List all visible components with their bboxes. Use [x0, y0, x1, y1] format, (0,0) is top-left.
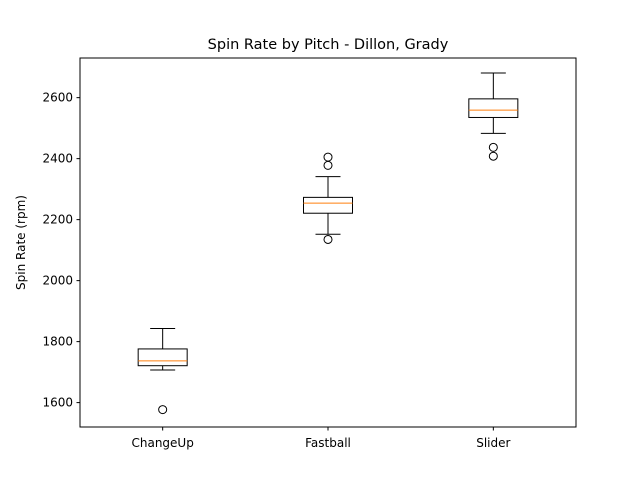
box-iqr: [137, 348, 188, 367]
flier-point: [158, 405, 168, 415]
box-iqr: [303, 196, 353, 214]
plot-area: 1600 1800 2000 2200 2400 2600 ChangeUp Fastball…: [42, 72, 519, 450]
y-tick-label: 2000: [42, 274, 73, 288]
x-tick-label: ChangeUp: [131, 436, 193, 450]
flier-point: [323, 234, 333, 244]
y-tick-label: 1800: [42, 335, 73, 349]
flier-point: [323, 152, 333, 162]
y-tick-label: 1600: [42, 396, 73, 410]
chart-title: Spin Rate by Pitch - Dillon, Grady: [208, 37, 449, 53]
flier-point: [488, 142, 498, 152]
box-iqr: [468, 98, 519, 118]
x-tick-label: Fastball: [305, 436, 351, 450]
flier-point: [323, 160, 333, 170]
x-tick-label: Slider: [476, 436, 510, 450]
y-tick-label: 2400: [42, 152, 73, 166]
y-tick-label: 2200: [42, 213, 73, 227]
plot-frame: [79, 57, 577, 428]
y-axis-label: Spin Rate (rpm): [14, 195, 28, 290]
flier-point: [488, 151, 498, 161]
y-tick-label: 2600: [42, 91, 73, 105]
